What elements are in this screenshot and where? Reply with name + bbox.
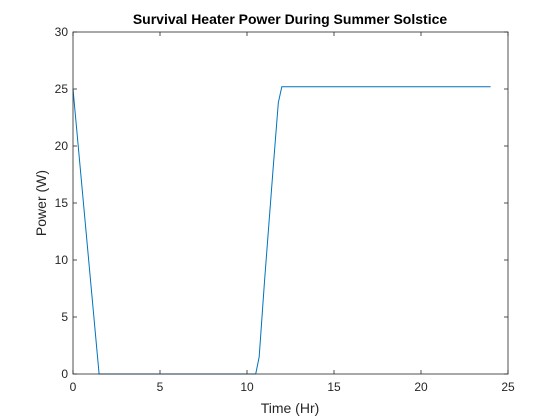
x-axis-label: Time (Hr) [261, 400, 320, 416]
x-tick-label: 15 [327, 380, 341, 394]
y-axis-ticks: 0 5 10 15 20 25 30 [55, 25, 508, 381]
y-tick-label: 30 [55, 25, 69, 39]
plot-area-border [72, 31, 509, 375]
y-tick-label: 0 [61, 367, 68, 381]
x-tick-label: 20 [414, 380, 428, 394]
x-tick-label: 25 [501, 380, 515, 394]
y-tick-label: 5 [61, 310, 68, 324]
x-tick-label: 10 [240, 380, 254, 394]
y-axis-label: Power (W) [33, 170, 49, 236]
y-tick-label: 25 [55, 82, 69, 96]
chart-title: Survival Heater Power During Summer Sols… [133, 11, 448, 27]
y-tick-label: 20 [55, 139, 69, 153]
x-tick-label: 0 [70, 380, 77, 394]
y-tick-label: 15 [55, 196, 69, 210]
x-tick-label: 5 [157, 380, 164, 394]
plot-area-background [73, 32, 508, 374]
y-tick-label: 10 [55, 253, 69, 267]
